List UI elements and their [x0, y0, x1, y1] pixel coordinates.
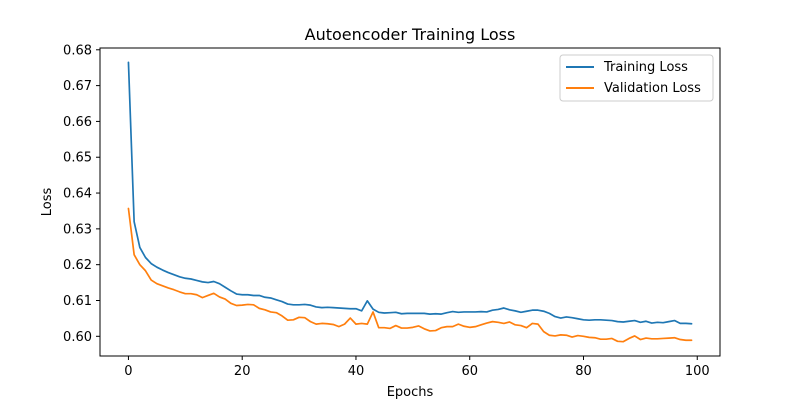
y-tick-label: 0.67 — [63, 79, 92, 94]
y-tick-label: 0.66 — [63, 115, 92, 130]
y-axis-label: Loss — [40, 188, 55, 217]
y-tick-label: 0.68 — [63, 43, 92, 58]
x-tick-label: 60 — [461, 364, 478, 379]
x-tick-label: 80 — [575, 364, 592, 379]
legend-label-training-loss: Training Loss — [603, 60, 688, 75]
plot-frame — [99, 47, 721, 357]
series-line-validation-loss — [127, 207, 693, 343]
y-tick-label: 0.63 — [63, 222, 92, 237]
series-line-training-loss — [127, 61, 693, 325]
x-axis: 0 20 40 60 80 100 — [124, 356, 710, 379]
x-tick-label: 40 — [348, 364, 365, 379]
x-tick-label: 100 — [685, 364, 710, 379]
x-tick-label: 0 — [124, 364, 132, 379]
y-tick-label: 0.65 — [63, 151, 92, 166]
x-axis-label: Epochs — [387, 385, 434, 400]
y-tick-label: 0.64 — [63, 187, 92, 202]
legend-label-validation-loss: Validation Loss — [604, 81, 701, 96]
legend: Training Loss Validation Loss — [559, 54, 714, 102]
y-tick-label: 0.60 — [63, 330, 92, 345]
series-layer — [127, 61, 693, 343]
y-tick-label: 0.61 — [63, 294, 92, 309]
legend-box — [559, 54, 714, 102]
y-tick-label: 0.62 — [63, 258, 92, 273]
x-tick-label: 20 — [234, 364, 251, 379]
chart-title: Autoencoder Training Loss — [305, 25, 516, 44]
y-axis: 0.60 0.61 0.62 0.63 0.64 0.65 0.66 0.67 0.68 — [63, 43, 100, 345]
